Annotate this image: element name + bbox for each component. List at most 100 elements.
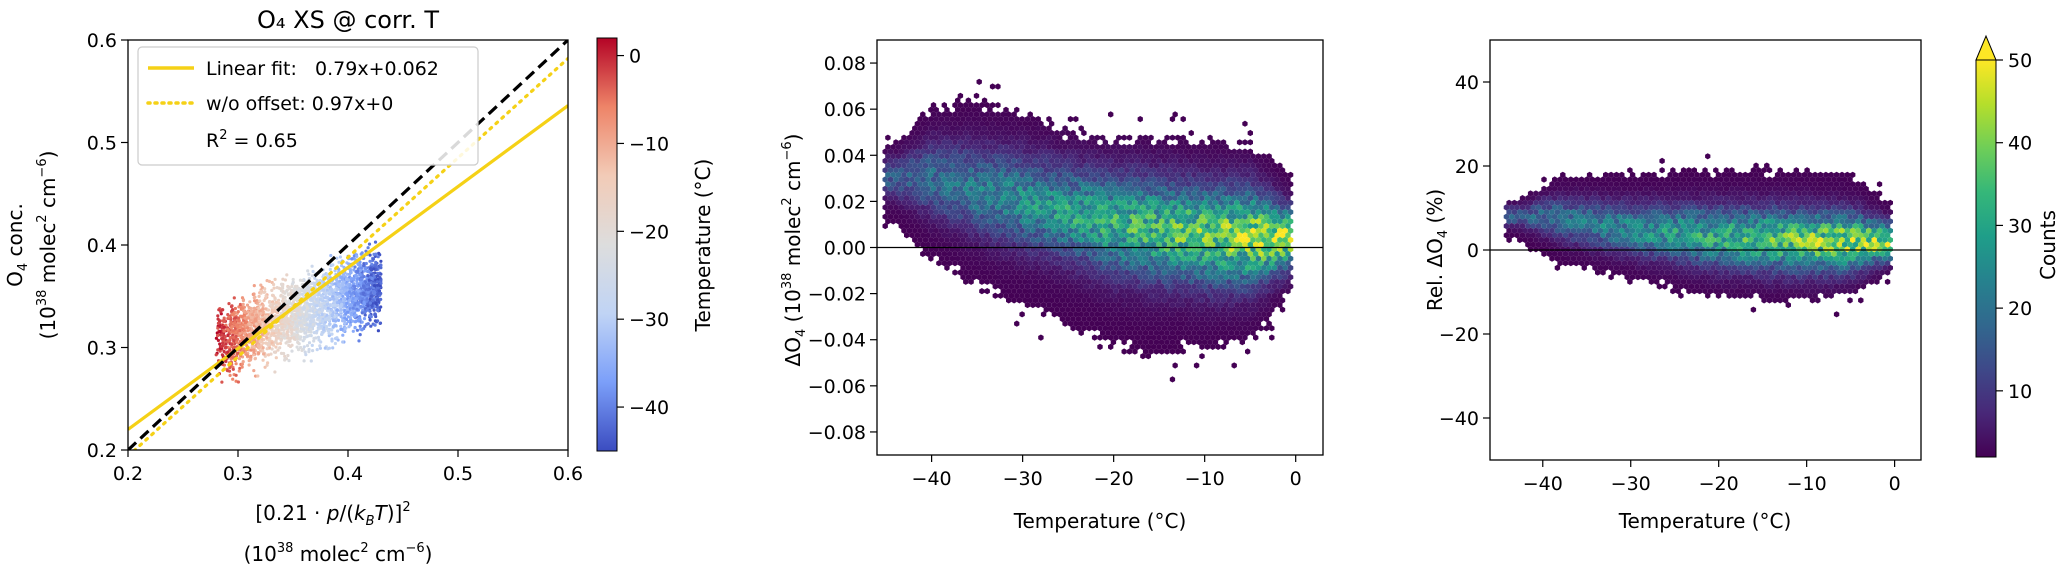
hexbin-abs-cell bbox=[1046, 134, 1052, 141]
hexbin-abs-cell bbox=[1207, 236, 1213, 244]
scatter-point bbox=[368, 301, 372, 305]
hexbin-abs-cell bbox=[998, 199, 1004, 206]
hexbin-abs-cell bbox=[1014, 143, 1020, 151]
scatter-point bbox=[310, 264, 314, 268]
hexbin-abs-cell bbox=[1167, 167, 1173, 174]
hexbin-abs-cell bbox=[955, 153, 961, 160]
scatter-point bbox=[356, 289, 361, 293]
hexbin-abs-cell bbox=[1006, 111, 1012, 118]
scatter-point bbox=[324, 292, 328, 296]
scatter-point bbox=[376, 292, 380, 296]
hexbin-abs-cell bbox=[1070, 241, 1076, 248]
hexbin-abs-cell bbox=[1081, 139, 1087, 146]
hexbin-abs-cell bbox=[941, 241, 947, 248]
hexbin-abs-cell bbox=[1145, 213, 1151, 220]
hexbin-abs-cell bbox=[1234, 255, 1240, 262]
hexbin-abs-cell bbox=[1175, 134, 1181, 141]
hexbin-abs-cell bbox=[1078, 153, 1084, 160]
hexbin-abs-cell bbox=[1239, 209, 1245, 216]
hexbin-abs-cell bbox=[1027, 260, 1033, 267]
hexbin-abs-cell bbox=[1245, 171, 1251, 178]
hexbin-abs-cell bbox=[1019, 116, 1025, 123]
hexbin-abs-cell bbox=[901, 199, 907, 206]
hexbin-abs-cell bbox=[1024, 218, 1031, 225]
hexbin-abs-cell bbox=[1046, 153, 1052, 160]
hexbin-abs-cell bbox=[1277, 171, 1283, 178]
hexbin-abs-cell bbox=[1137, 209, 1143, 216]
hexbin-abs-cell bbox=[882, 176, 888, 183]
hexbin-abs-cell bbox=[1175, 162, 1181, 169]
hexbin-abs-cell bbox=[1223, 162, 1229, 169]
hexbin-abs-cell bbox=[1067, 227, 1074, 234]
scatter-y-tick-label: 0.6 bbox=[87, 30, 117, 52]
hexbin-abs-cell bbox=[1057, 134, 1063, 141]
hexbin-abs-cell bbox=[1161, 148, 1168, 155]
hexbin-abs-cell bbox=[914, 120, 921, 127]
scatter-point bbox=[367, 242, 372, 246]
scatter-point bbox=[374, 267, 378, 272]
hexbin-abs-cell bbox=[922, 116, 929, 123]
hexbin-abs-cell bbox=[1014, 134, 1020, 141]
hexbin-abs-cell bbox=[938, 209, 945, 216]
hexbin-abs-cell bbox=[909, 232, 915, 239]
hexbin-abs-cell bbox=[1239, 171, 1245, 178]
hexbin-abs-cell bbox=[1279, 195, 1286, 202]
hexbin-abs-cell bbox=[979, 185, 985, 192]
scatter-point bbox=[322, 301, 326, 305]
hexbin-abs-cell bbox=[976, 236, 982, 244]
hexbin-abs-cell bbox=[1081, 204, 1087, 211]
hexbin-abs-cell bbox=[995, 195, 1001, 202]
hexbin-abs-cell bbox=[1089, 264, 1095, 271]
hexbin-abs-cell bbox=[1137, 199, 1143, 206]
hexbin-abs-cell bbox=[1024, 209, 1031, 216]
hexbin-abs-cell bbox=[1172, 176, 1178, 183]
hexbin-abs-cell bbox=[1161, 213, 1168, 220]
hexbin-abs-cell bbox=[1188, 241, 1194, 248]
hexbin-abs-cell bbox=[1110, 143, 1117, 151]
hexbin-abs-cell bbox=[920, 129, 926, 137]
scatter-point bbox=[298, 278, 302, 282]
hexbin-abs-cell bbox=[1274, 195, 1280, 202]
hexbin-abs-cell bbox=[1113, 195, 1119, 202]
hexbin-abs-cell bbox=[984, 148, 990, 155]
hexbin-abs-cell bbox=[1014, 190, 1020, 197]
hexbin-abs-cell bbox=[922, 162, 929, 169]
hexbin-abs-cell bbox=[1057, 181, 1063, 188]
hexbin-abs-cell bbox=[1236, 222, 1243, 230]
hexbin-abs-cell bbox=[1091, 157, 1098, 164]
scatter-point bbox=[228, 348, 232, 352]
hexbin-abs-cell bbox=[1126, 181, 1133, 188]
hexbin-abs-cell bbox=[1134, 185, 1141, 192]
hexbin-abs-cell bbox=[1210, 250, 1216, 257]
hexbin-abs-cell bbox=[1180, 162, 1186, 169]
hexbin-abs-cell bbox=[1153, 162, 1159, 169]
hexbin-abs-cell bbox=[912, 134, 918, 141]
hexbin-abs-cell bbox=[1046, 125, 1052, 132]
scatter-point bbox=[331, 297, 336, 301]
hexbin-abs-cell bbox=[1030, 153, 1036, 160]
scatter-point bbox=[271, 302, 275, 306]
hexbin-abs-cell bbox=[947, 222, 953, 230]
hexbin-abs-cell bbox=[938, 153, 945, 160]
hexbin-abs-cell bbox=[1212, 218, 1219, 225]
hexbin-abs-cell bbox=[1075, 269, 1082, 276]
hexbin-abs-cell bbox=[893, 176, 899, 183]
hexbin-abs-cell bbox=[1070, 195, 1076, 202]
scatter-point bbox=[295, 324, 299, 328]
hexbin-abs-cell bbox=[1030, 116, 1036, 123]
hexbin-abs-cell bbox=[1105, 236, 1111, 244]
hexbin-abs-cell bbox=[1175, 274, 1181, 281]
hexbin-abs-cell bbox=[989, 102, 996, 109]
hexbin-abs-cell bbox=[1126, 209, 1133, 216]
hexbin-abs-cell bbox=[1145, 139, 1151, 146]
scatter-point bbox=[320, 332, 324, 336]
hexbin-abs-cell bbox=[1038, 167, 1044, 174]
hexbin-abs-cell bbox=[1199, 250, 1205, 257]
hexbin-abs-cell bbox=[1196, 255, 1202, 262]
hexbin-abs-cell bbox=[1113, 176, 1119, 183]
hexbin-abs-cell bbox=[1279, 241, 1286, 248]
hexbin-abs-cell bbox=[1274, 250, 1280, 257]
hexbin-abs-cell bbox=[963, 148, 969, 155]
hexbin-abs-cell bbox=[1054, 148, 1060, 155]
hexbin-abs-cell bbox=[1177, 250, 1184, 257]
